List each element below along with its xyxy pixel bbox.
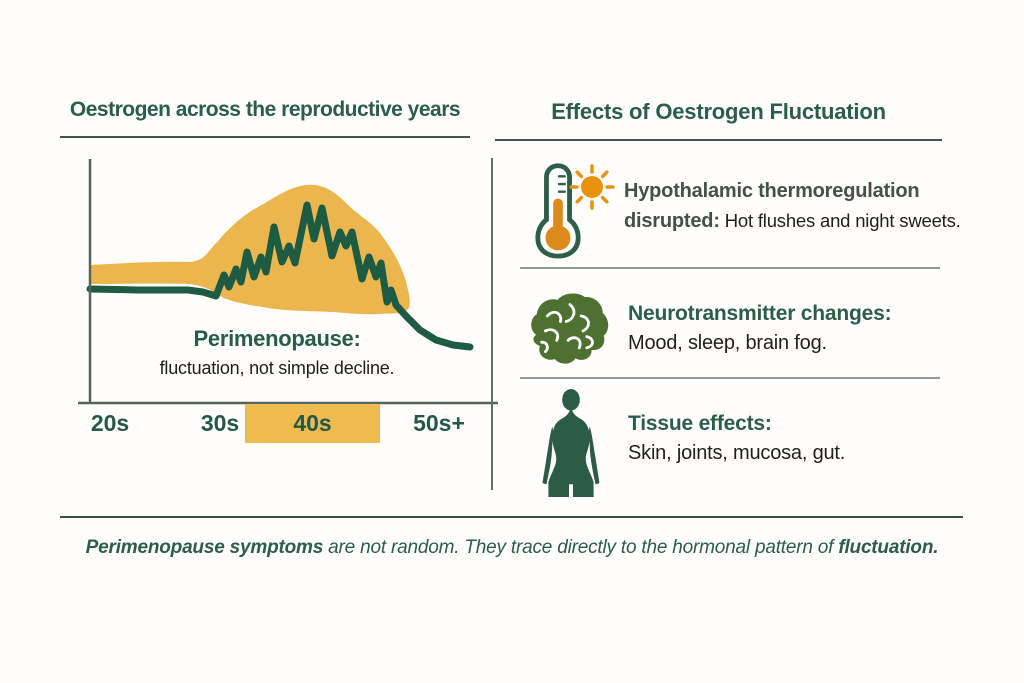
item-separator [520,377,940,379]
effect-item-thermoregulation-icon [531,158,631,261]
oestrogen-chart [78,159,498,405]
brain-icon [531,293,609,364]
x-label-50s: 50s+ [413,410,465,436]
female-figure-icon [542,389,600,497]
footer-bold-start: Perimenopause symptoms [85,537,324,558]
effect-item-thermoregulation-text: Hypothalamic thermoregulation disrupted:… [624,180,969,240]
left-title-underline [60,136,470,138]
x-label-20s: 20s [90,410,130,436]
effect-lead: Neurotransmitter changes: [628,302,892,325]
thermometer-icon [535,163,581,259]
right-panel-title: Effects of Oestrogen Fluctuation [551,99,886,124]
footer-rule [60,516,963,518]
effect-body: Skin, joints, mucosa, gut. [628,442,846,464]
effect-body: Hot flushes and night sweets. [719,210,961,231]
footer-bold-end: fluctuation. [838,537,939,558]
oestrogen-fluctuation-line [86,201,474,351]
item-separator [520,267,940,269]
perimenopause-annotation-subtitle: fluctuation, not simple decline. [159,358,395,378]
sun-icon [569,164,615,210]
effect-lead: disrupted: [624,210,720,232]
x-label-40s: 40s [293,410,332,436]
effect-lead: Tissue effects: [628,412,772,435]
effect-lead: Hypothalamic thermoregulation [624,180,920,202]
vertical-divider [491,158,493,490]
footer-tagline: Perimenopause symptoms are not random. T… [0,537,1024,559]
effect-item-tissue-text: Tissue effects: Skin, joints, mucosa, gu… [628,412,958,472]
effect-item-neurotransmitter-text: Neurotransmitter changes: Mood, sleep, b… [628,302,958,362]
effect-body: Mood, sleep, brain fog. [628,332,827,354]
x-label-40s-highlight: 40s [245,404,380,443]
perimenopause-annotation-title: Perimenopause: [193,326,361,351]
left-panel-title: Oestrogen across the reproductive years [69,98,461,121]
x-label-30s: 30s [200,410,240,436]
right-title-underline [495,139,942,141]
footer-middle: are not random. They trace directly to t… [323,537,839,558]
oestrogen-range-band [90,184,410,315]
